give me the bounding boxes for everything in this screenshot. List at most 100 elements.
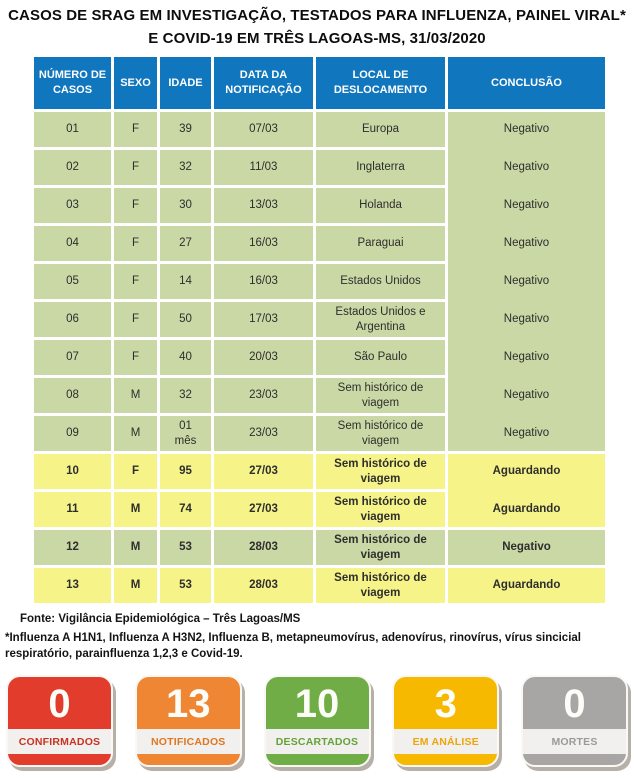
case-number: 07 [34, 340, 111, 375]
case-number: 03 [34, 188, 111, 223]
case-age: 53 [160, 568, 211, 603]
case-travel-location: Holanda [316, 188, 445, 223]
case-sex: F [114, 150, 157, 185]
case-notification-date: 23/03 [214, 416, 313, 451]
source-note: Fonte: Vigilância Epidemiológica – Três … [20, 613, 301, 625]
case-number: 13 [34, 568, 111, 603]
page-title: CASOS DE SRAG EM INVESTIGAÇÃO, TESTADOS … [0, 0, 634, 50]
case-age: 74 [160, 492, 211, 527]
case-age: 32 [160, 150, 211, 185]
case-travel-location: Sem histórico de viagem [316, 454, 445, 489]
case-conclusion: Negativo [448, 147, 605, 185]
case-number: 08 [34, 378, 111, 413]
case-travel-location: Sem histórico de viagem [316, 530, 445, 565]
case-travel-location: Estados Unidos [316, 264, 445, 299]
case-sex: F [114, 264, 157, 299]
case-age: 32 [160, 378, 211, 413]
case-number: 06 [34, 302, 111, 337]
stat-card-mortes: 0 MORTES [521, 675, 628, 768]
case-travel-location: Sem histórico de viagem [316, 416, 445, 451]
case-sex: M [114, 492, 157, 527]
stat-card-label: CONFIRMADOS [18, 735, 101, 748]
stat-card-descartados: 10 DESCARTADOS [263, 675, 371, 768]
case-sex: F [114, 226, 157, 261]
case-conclusion: Aguardando [448, 489, 605, 527]
case-notification-date: 27/03 [214, 454, 313, 489]
case-conclusion: Aguardando [448, 568, 605, 603]
case-age: 50 [160, 302, 211, 337]
stat-card-label: NOTIFICADOS [150, 735, 226, 748]
case-travel-location: Inglaterra [316, 150, 445, 185]
case-sex: F [114, 454, 157, 489]
stat-card-value: 10 [294, 682, 340, 727]
case-sex: F [114, 302, 157, 337]
case-conclusion: Negativo [448, 261, 605, 299]
case-notification-date: 17/03 [214, 302, 313, 337]
case-sex: F [114, 340, 157, 375]
stat-card-em-an-lise: 3 EM ANÁLISE [392, 675, 500, 768]
stat-card-value: 0 [48, 682, 71, 727]
col-header-idade: IDADE [160, 57, 211, 109]
case-age: 39 [160, 112, 211, 147]
stat-card-value: 0 [563, 682, 586, 727]
case-notification-date: 16/03 [214, 226, 313, 261]
case-conclusion: Negativo [448, 337, 605, 375]
case-travel-location: Paraguai [316, 226, 445, 261]
cases-table: NÚMERO DE CASOS SEXO IDADE DATA DA NOTIF… [34, 57, 605, 603]
stat-card-label-band: EM ANÁLISE [394, 729, 498, 755]
case-notification-date: 07/03 [214, 112, 313, 147]
stat-card-label: MORTES [551, 735, 598, 748]
case-sex: M [114, 568, 157, 603]
case-notification-date: 23/03 [214, 378, 313, 413]
case-number: 12 [34, 530, 111, 565]
stat-card-label-band: DESCARTADOS [265, 729, 369, 755]
stat-card-label-band: NOTIFICADOS [136, 729, 240, 755]
case-travel-location: Europa [316, 112, 445, 147]
col-header-conclusao: CONCLUSÃO [448, 57, 605, 109]
case-number: 05 [34, 264, 111, 299]
case-number: 01 [34, 112, 111, 147]
stat-card-label-band: MORTES [523, 729, 626, 755]
stat-card-label-band: CONFIRMADOS [8, 729, 111, 755]
case-travel-location: Sem histórico de viagem [316, 492, 445, 527]
case-number: 09 [34, 416, 111, 451]
case-travel-location: São Paulo [316, 340, 445, 375]
stat-card-label: DESCARTADOS [275, 735, 359, 748]
case-sex: M [114, 530, 157, 565]
summary-cards: 0 CONFIRMADOS 13 NOTIFICADOS 10 DESCARTADOS 3 E… [6, 675, 628, 768]
case-number: 10 [34, 454, 111, 489]
col-header-data-da-notificacao: DATA DA NOTIFICAÇÃO [214, 57, 313, 109]
case-conclusion: Negativo [448, 530, 605, 565]
col-header-numero-de-casos: NÚMERO DE CASOS [34, 57, 111, 109]
stat-card-label: EM ANÁLISE [412, 735, 479, 748]
stat-card-confirmados: 0 CONFIRMADOS [6, 675, 113, 768]
case-conclusion: Aguardando [448, 454, 605, 489]
case-notification-date: 28/03 [214, 530, 313, 565]
case-sex: M [114, 378, 157, 413]
case-notification-date: 27/03 [214, 492, 313, 527]
case-notification-date: 16/03 [214, 264, 313, 299]
case-age: 95 [160, 454, 211, 489]
case-sex: M [114, 416, 157, 451]
case-conclusion: Negativo [448, 185, 605, 223]
case-travel-location: Sem histórico de viagem [316, 378, 445, 413]
col-header-local-de-deslocamento: LOCAL DE DESLOCAMENTO [316, 57, 445, 109]
case-conclusion: Negativo [448, 375, 605, 413]
case-age: 53 [160, 530, 211, 565]
case-age: 27 [160, 226, 211, 261]
case-number: 02 [34, 150, 111, 185]
case-conclusion: Negativo [448, 223, 605, 261]
case-age: 01 mês [160, 416, 211, 451]
title-line-2: E COVID-19 EM TRÊS LAGOAS-MS, 31/03/2020 [148, 29, 486, 47]
stat-card-value: 13 [166, 682, 211, 727]
case-conclusion: Negativo [448, 299, 605, 337]
case-travel-location: Sem histórico de viagem [316, 568, 445, 603]
case-conclusion: Negativo [448, 112, 605, 147]
title-line-1: CASOS DE SRAG EM INVESTIGAÇÃO, TESTADOS … [8, 7, 626, 24]
pathogens-footnote: *Influenza A H1N1, Influenza A H3N2, Inf… [5, 632, 581, 661]
stat-card-value: 3 [434, 682, 457, 727]
case-number: 04 [34, 226, 111, 261]
case-notification-date: 11/03 [214, 150, 313, 185]
case-conclusion: Negativo [448, 413, 605, 451]
